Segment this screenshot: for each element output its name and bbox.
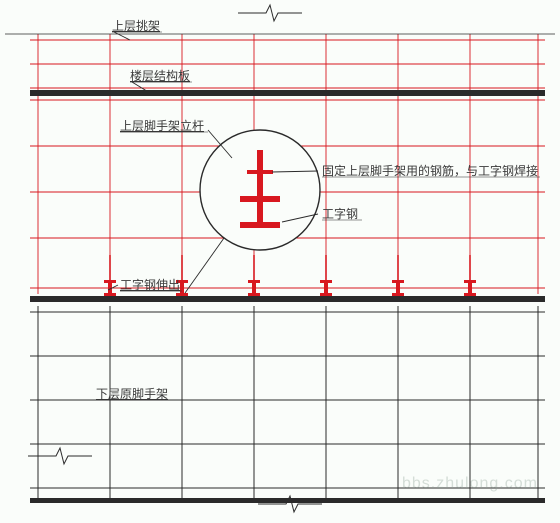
lower-slab (30, 296, 545, 302)
watermark: bbs.zhulong.com (402, 475, 538, 492)
label-f: 工字钢伸出 (120, 277, 180, 292)
label-c: 上层脚手架立杆 (120, 118, 204, 133)
label-g: 下层原脚手架 (96, 386, 168, 401)
upper-slab (30, 90, 545, 96)
scaffold-diagram: 上层挑架楼层结构板上层脚手架立杆固定上层脚手架用的钢筋，与工字钢焊接工字钢工字钢… (0, 0, 560, 523)
lower-black-grid (30, 306, 545, 500)
label-d: 固定上层脚手架用的钢筋，与工字钢焊接 (322, 163, 538, 178)
label-a: 上层挑架 (112, 19, 160, 33)
label-b: 楼层结构板 (130, 68, 190, 83)
label-e: 工字钢 (322, 206, 358, 221)
